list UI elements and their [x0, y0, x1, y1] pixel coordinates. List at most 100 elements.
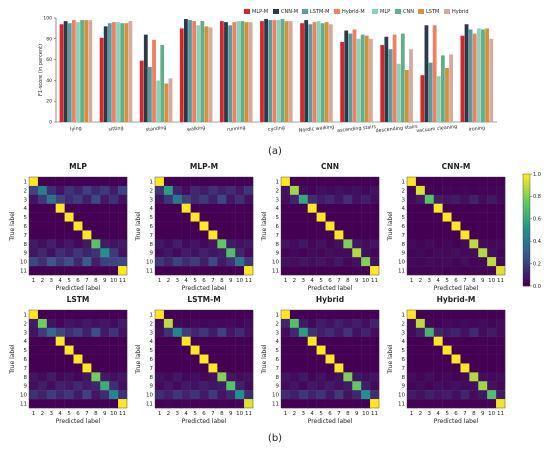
heatmap-cell	[361, 354, 371, 364]
heatmap-cell	[352, 203, 362, 213]
bar	[168, 78, 173, 122]
heatmap-cell	[163, 381, 174, 391]
heatmap-cell	[281, 399, 291, 409]
heatmap-cell	[469, 185, 479, 196]
heatmap-cell	[226, 310, 236, 320]
heatmap-cell	[244, 221, 254, 231]
heatmap-cell	[433, 194, 443, 204]
heatmap-cell	[55, 318, 65, 329]
matrix-frame	[406, 309, 506, 409]
heatmap-cell	[460, 327, 470, 337]
col-tick-label: 5	[193, 411, 197, 417]
heatmap-cell	[82, 230, 92, 240]
y-tick-label: 0	[49, 120, 52, 126]
heatmap-cell	[442, 185, 452, 196]
heatmap-cell	[289, 185, 300, 196]
bar	[112, 22, 116, 122]
colorbar-segment	[523, 210, 530, 214]
heatmap-cell	[343, 390, 353, 400]
col-tick-label: 4	[310, 411, 314, 417]
heatmap-cell	[100, 177, 110, 187]
heatmap-cell	[163, 390, 174, 400]
x-tick-label: lying	[70, 125, 82, 132]
bar	[420, 75, 425, 122]
col-tick-label: 8	[94, 278, 98, 284]
heatmap-cell	[208, 399, 218, 409]
heatmap-cell	[460, 390, 470, 400]
heatmap-cell	[118, 372, 128, 382]
bar	[436, 76, 441, 122]
bar	[440, 55, 445, 122]
col-tick-label: 10	[488, 278, 495, 284]
colorbar-segment	[523, 224, 530, 228]
heatmap-cell	[316, 354, 326, 364]
heatmap-cell	[496, 372, 506, 382]
heatmap-cell	[235, 230, 245, 240]
heatmap-cell	[442, 372, 452, 382]
bar	[369, 38, 373, 122]
heatmap-cell	[334, 177, 344, 187]
heatmap-cell	[370, 354, 380, 364]
heatmap-cell	[469, 318, 479, 329]
heatmap-cell	[496, 239, 506, 249]
heatmap-cell	[208, 318, 218, 329]
heatmap-cell	[496, 345, 506, 355]
heatmap-cell	[433, 248, 443, 258]
heatmap-cell	[208, 390, 218, 400]
col-tick-label: 10	[488, 411, 495, 417]
heatmap-cell	[298, 239, 308, 249]
heatmap-cell	[469, 372, 479, 382]
heatmap-cell	[370, 318, 380, 329]
heatmap-cell	[55, 327, 65, 337]
matrix-title: LSTM	[67, 295, 90, 304]
heatmap-cell	[37, 336, 48, 346]
heatmap-cell	[235, 221, 245, 231]
heatmap-cell	[82, 257, 92, 267]
heatmap-cell	[244, 212, 254, 222]
bar	[409, 49, 413, 123]
col-tick-label: 1	[284, 411, 288, 417]
heatmap-cell	[460, 399, 470, 409]
heatmap-cell	[55, 381, 65, 391]
heatmap-cell	[118, 310, 128, 320]
row-tick-label: 5	[150, 348, 154, 354]
heatmap-cell	[424, 399, 434, 409]
heatmap-cell	[29, 372, 39, 382]
bar	[107, 23, 112, 123]
heatmap-cell	[289, 399, 300, 409]
heatmap-cell	[172, 372, 182, 382]
heatmap-cell	[73, 185, 83, 196]
heatmap-cell	[424, 248, 434, 258]
heatmap-cell	[343, 177, 353, 187]
heatmap-cell	[307, 230, 317, 240]
col-tick-label: 7	[211, 411, 215, 417]
col-tick-label: 6	[454, 411, 458, 417]
heatmap-cell	[469, 354, 479, 364]
heatmap-cell	[208, 266, 218, 276]
heatmap-cell	[217, 266, 227, 276]
heatmap-cell	[478, 345, 488, 355]
heatmap-cell	[235, 212, 245, 222]
heatmap-cell	[37, 185, 48, 196]
heatmap-cell	[424, 318, 434, 329]
heatmap-cell	[46, 399, 56, 409]
heatmap-cell	[433, 177, 443, 187]
heatmap-cell	[37, 372, 48, 382]
heatmap-cell	[208, 230, 218, 240]
row-tick-label: 5	[276, 215, 280, 221]
heatmap-cell	[361, 185, 371, 196]
heatmap-cell	[199, 230, 209, 240]
heatmap-cell	[235, 239, 245, 249]
bar	[344, 30, 349, 123]
row-tick-label: 3	[24, 330, 28, 336]
legend-label: Hybrid	[452, 9, 469, 15]
col-tick-label: 5	[445, 278, 449, 284]
heatmap-cell	[487, 194, 497, 204]
bar	[240, 21, 245, 122]
heatmap-cell	[155, 381, 165, 391]
heatmap-cell	[73, 363, 83, 373]
bar	[308, 24, 313, 123]
col-tick-label: 5	[319, 278, 323, 284]
bar	[183, 19, 188, 122]
heatmap-cell	[415, 336, 426, 346]
